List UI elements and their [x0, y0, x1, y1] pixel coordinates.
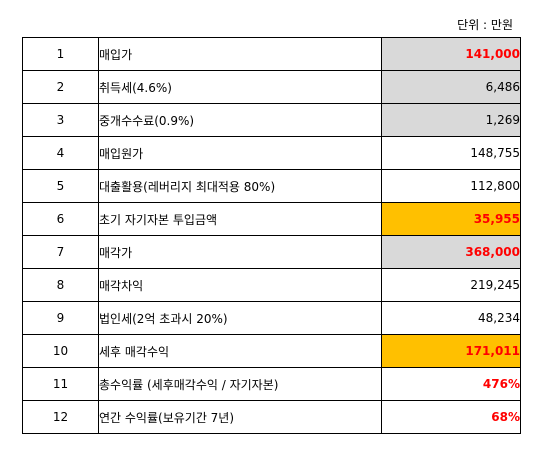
- row-value: 141,000: [381, 37, 521, 71]
- row-value: 148,755: [381, 136, 521, 170]
- table-row: 11 총수익률 (세후매각수익 / 자기자본) 476%: [22, 367, 521, 401]
- row-item-label: 취득세(4.6%): [98, 70, 382, 104]
- row-value: 35,955: [381, 202, 521, 236]
- table-row: 8 매각차익 219,245: [22, 268, 521, 302]
- row-number: 5: [22, 169, 99, 203]
- row-number: 12: [22, 400, 99, 434]
- table-row: 3 중개수수료(0.9%) 1,269: [22, 103, 521, 137]
- row-value: 48,234: [381, 301, 521, 335]
- table-row: 1 매입가 141,000: [22, 37, 521, 71]
- table-row: 6 초기 자기자본 투입금액 35,955: [22, 202, 521, 236]
- row-number: 2: [22, 70, 99, 104]
- row-number: 11: [22, 367, 99, 401]
- row-number: 1: [22, 37, 99, 71]
- row-item-label: 매입가: [98, 37, 382, 71]
- table-row: 4 매입원가 148,755: [22, 136, 521, 170]
- row-item-label: 법인세(2억 초과시 20%): [98, 301, 382, 335]
- row-item-label: 세후 매각수익: [98, 334, 382, 368]
- calculation-table: 1 매입가 141,000 2 취득세(4.6%) 6,486 3 중개수수료(…: [22, 37, 521, 434]
- table-row: 2 취득세(4.6%) 6,486: [22, 70, 521, 104]
- row-item-label: 대출활용(레버리지 최대적용 80%): [98, 169, 382, 203]
- row-number: 9: [22, 301, 99, 335]
- row-value: 1,269: [381, 103, 521, 137]
- table-row: 5 대출활용(레버리지 최대적용 80%) 112,800: [22, 169, 521, 203]
- row-number: 10: [22, 334, 99, 368]
- row-value: 6,486: [381, 70, 521, 104]
- row-value: 368,000: [381, 235, 521, 269]
- row-item-label: 매입원가: [98, 136, 382, 170]
- row-value: 112,800: [381, 169, 521, 203]
- row-item-label: 초기 자기자본 투입금액: [98, 202, 382, 236]
- row-item-label: 총수익률 (세후매각수익 / 자기자본): [98, 367, 382, 401]
- row-value: 219,245: [381, 268, 521, 302]
- row-number: 6: [22, 202, 99, 236]
- table-row: 9 법인세(2억 초과시 20%) 48,234: [22, 301, 521, 335]
- row-item-label: 매각가: [98, 235, 382, 269]
- table-row: 7 매각가 368,000: [22, 235, 521, 269]
- row-item-label: 매각차익: [98, 268, 382, 302]
- row-number: 7: [22, 235, 99, 269]
- row-number: 3: [22, 103, 99, 137]
- table-row: 12 연간 수익률(보유기간 7년) 68%: [22, 400, 521, 434]
- row-item-label: 연간 수익률(보유기간 7년): [98, 400, 382, 434]
- unit-label: 단위 : 만원: [457, 18, 513, 32]
- row-value: 68%: [381, 400, 521, 434]
- row-value: 476%: [381, 367, 521, 401]
- row-item-label: 중개수수료(0.9%): [98, 103, 382, 137]
- row-number: 8: [22, 268, 99, 302]
- row-value: 171,011: [381, 334, 521, 368]
- table-row: 10 세후 매각수익 171,011: [22, 334, 521, 368]
- row-number: 4: [22, 136, 99, 170]
